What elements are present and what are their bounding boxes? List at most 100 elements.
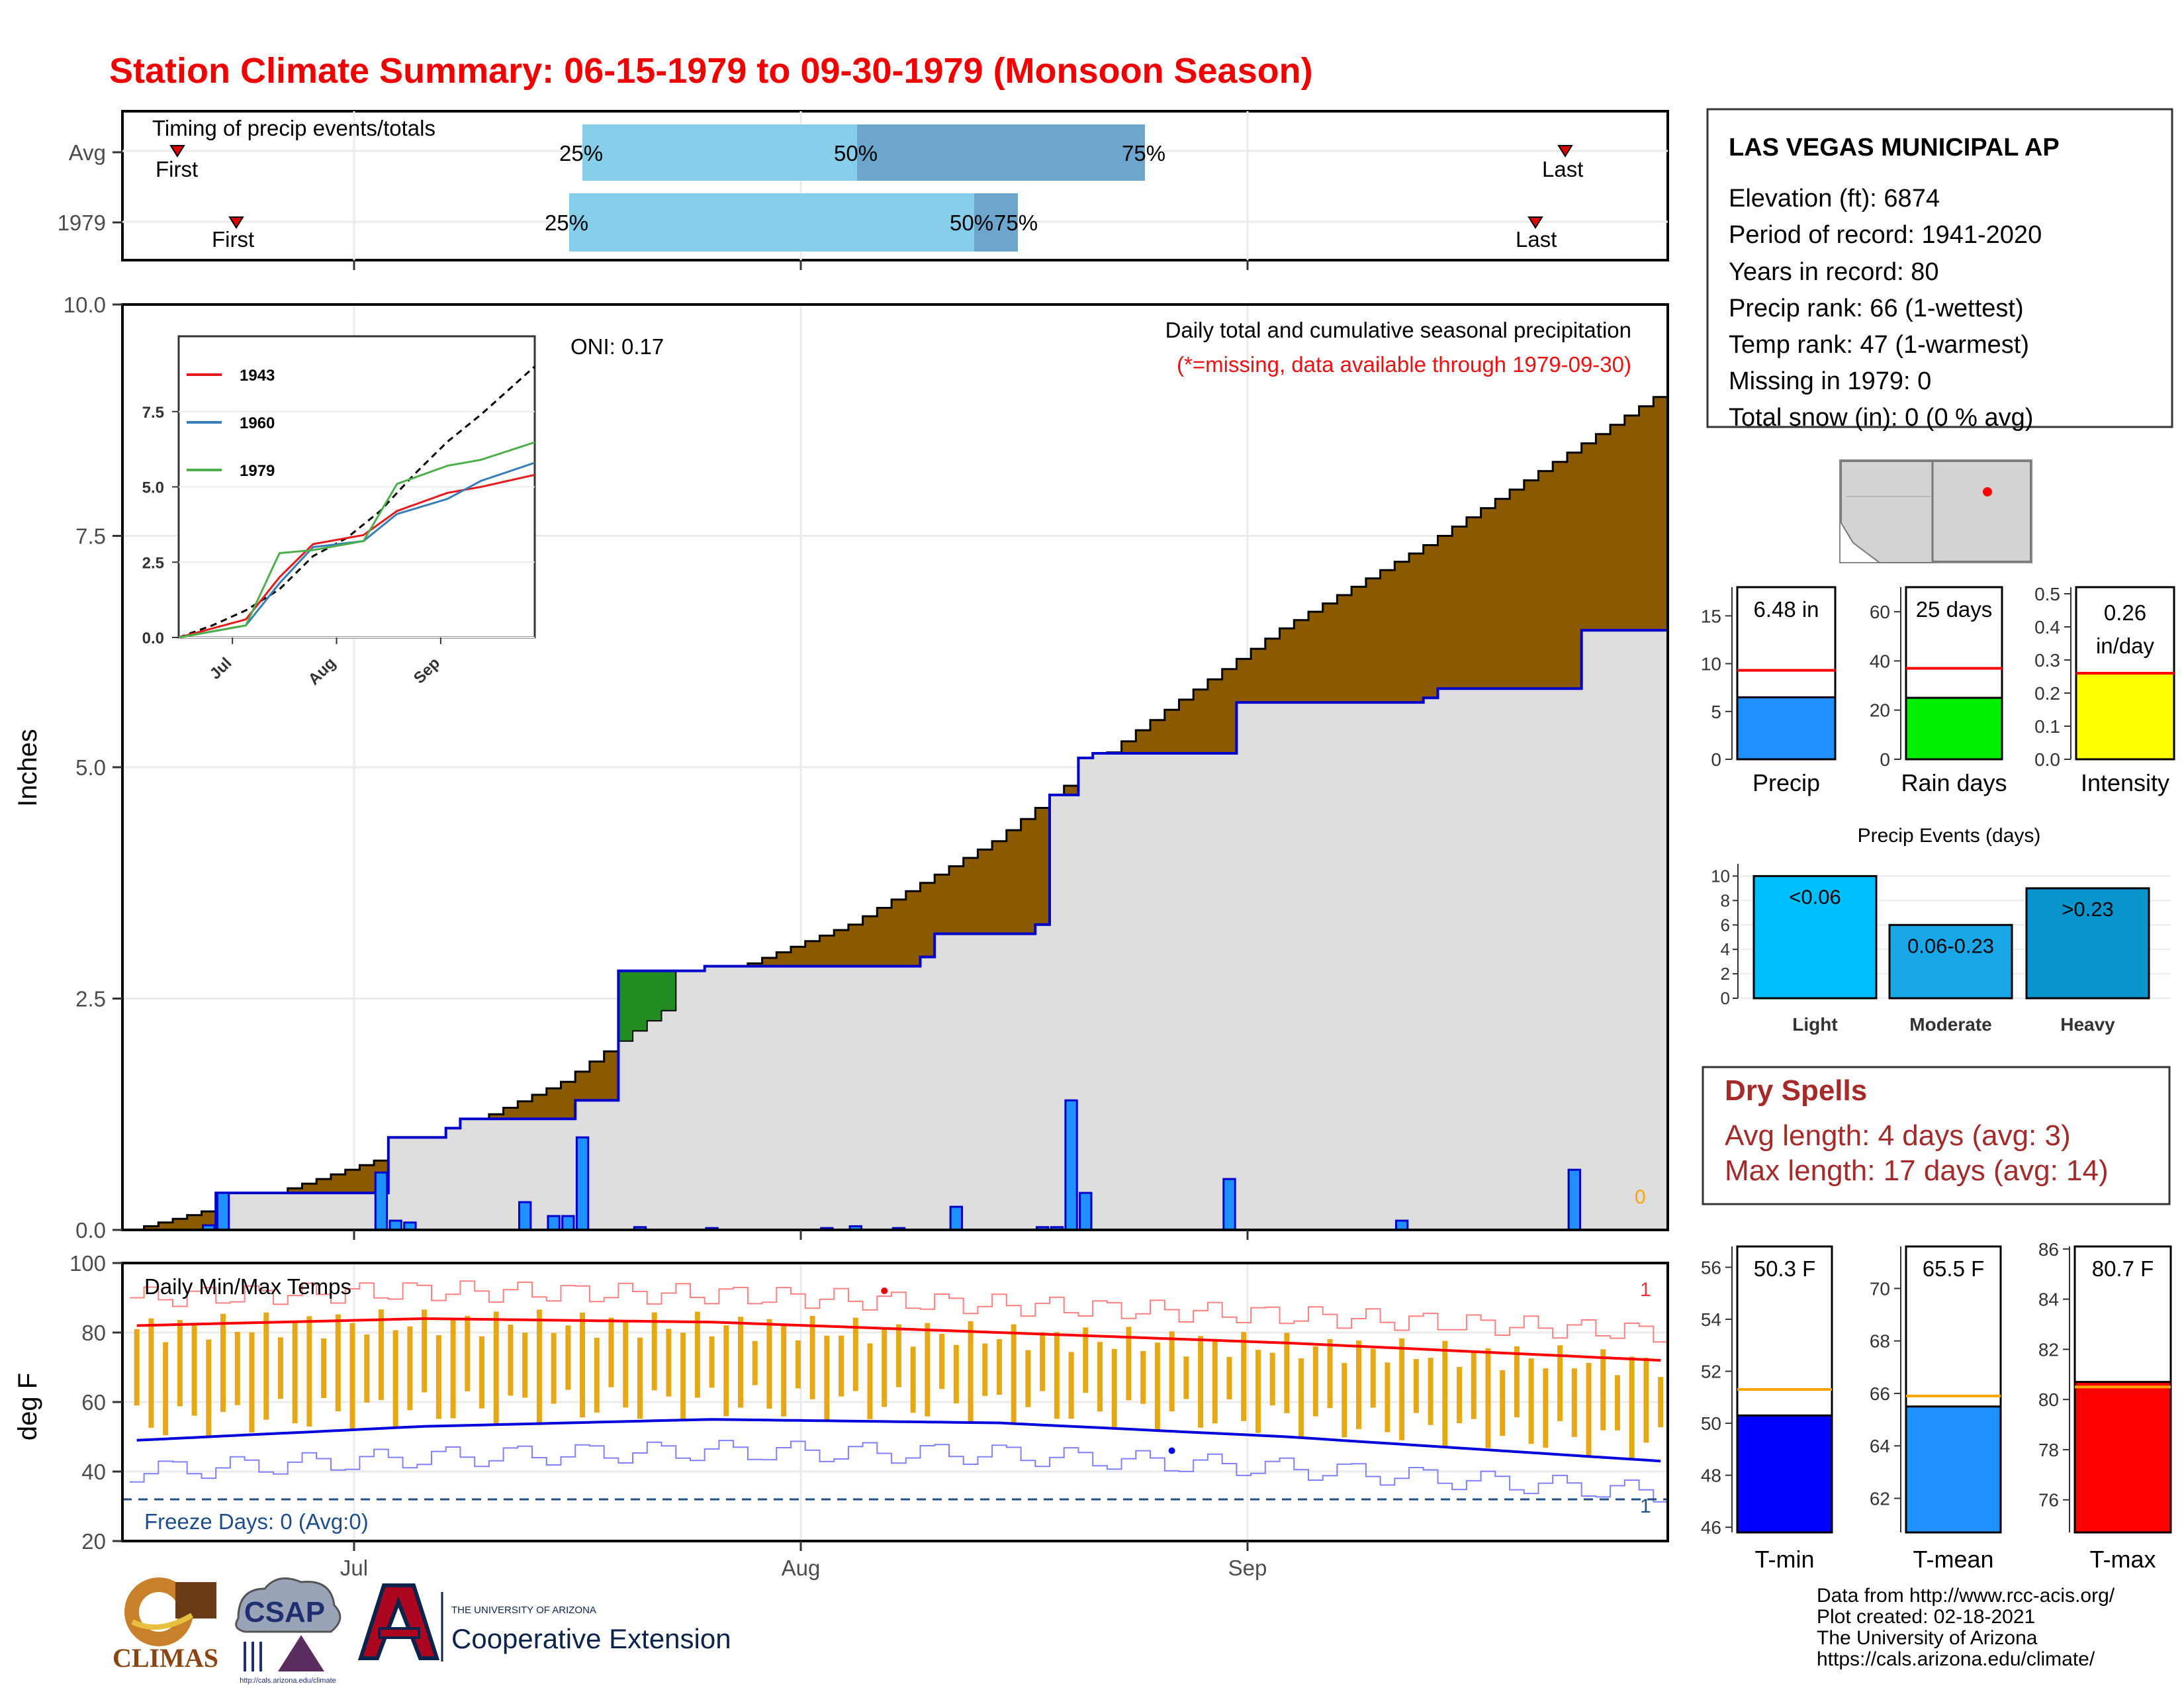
mini-bar-value (1736, 696, 1837, 761)
location-map (1839, 459, 2032, 563)
mini-bar-label: T-max (2089, 1546, 2156, 1573)
daily-temp-bar (263, 1312, 269, 1420)
mini-bar-1: 0 20 40 60 25 days Rain days (1870, 586, 2007, 796)
mini-bar-ytick-label: 50 (1701, 1413, 1721, 1434)
station-line-6: Total snow (in): 0 (0 % avg) (1729, 404, 2033, 432)
yr-q50-label: 50% (950, 211, 993, 235)
daily-precip-bar (1079, 1192, 1093, 1231)
daily-temp-bar (1126, 1327, 1132, 1401)
daily-temp-bar (1255, 1350, 1261, 1433)
daily-temp-bar (220, 1313, 226, 1412)
daily-temp-bar (234, 1332, 240, 1405)
precip-ytick-label: 5.0 (75, 755, 106, 780)
mini-bar-ytick-label: 84 (2038, 1289, 2059, 1310)
mini-bar-value-text: 50.3 F (1754, 1256, 1816, 1281)
mini-bar-ytick-label: 0.1 (2034, 716, 2060, 737)
inset-legend-label: 1960 (240, 414, 275, 432)
daily-temp-bar (709, 1336, 715, 1388)
mini-bar-ytick-label: 56 (1701, 1257, 1721, 1278)
mini-bar-2: 0.0 0.1 0.2 0.3 0.4 0.5 0.26 in/day Intensity (2034, 584, 2175, 796)
events-ytick-label: 0 (1721, 988, 1730, 1008)
daily-temp-bar (1614, 1375, 1620, 1430)
yr-iqr-upper (974, 193, 1018, 252)
record-low-count: 1 (1640, 1495, 1651, 1517)
climas-wordmark: CLIMAS (113, 1643, 218, 1673)
avg-iqr-upper (857, 124, 1145, 181)
event-bar-label: Heavy (2060, 1014, 2115, 1035)
dry-spells-line-0: Avg length: 4 days (avg: 3) (1725, 1119, 2071, 1152)
oni-label: ONI: 0.17 (570, 334, 664, 359)
temp-label: Daily Min/Max Temps (144, 1274, 351, 1299)
daily-temp-bar (1140, 1350, 1146, 1404)
daily-temp-bar (364, 1334, 370, 1403)
mini-bar-ytick-label: 68 (1870, 1331, 1890, 1352)
daily-temp-bar (852, 1317, 858, 1391)
daily-temp-bar (1097, 1342, 1103, 1412)
record-high-line (129, 1280, 1668, 1343)
temp-xtick-label: Jul (340, 1556, 368, 1580)
station-line-3: Precip rank: 66 (1-wettest) (1729, 295, 2024, 322)
precip-ytick-label: 10.0 (64, 293, 106, 317)
temp-ytick-label: 40 (81, 1460, 106, 1484)
daily-temp-bar (982, 1343, 988, 1396)
mini-bar-value (2073, 1381, 2172, 1534)
daily-temp-bar (953, 1344, 959, 1404)
event-bar-range: >0.23 (2062, 898, 2113, 921)
daily-temp-bar (1413, 1359, 1419, 1413)
daily-temp-bar (1025, 1350, 1031, 1407)
daily-temp-bar (163, 1342, 169, 1436)
daily-precip-bar (561, 1215, 575, 1231)
avg-first-label: First (156, 157, 198, 181)
station-line-2: Years in record: 80 (1729, 258, 1939, 286)
daily-temp-bar (1399, 1338, 1405, 1440)
footer-line-1: Plot created: 02-18-2021 (1817, 1606, 2035, 1628)
inset-series-1979 (178, 441, 535, 639)
mini-bar-ytick-label: 78 (2038, 1440, 2059, 1460)
daily-precip-bar (575, 1136, 590, 1231)
daily-temp-bar (1040, 1332, 1046, 1391)
daily-temp-bar (1385, 1362, 1390, 1432)
events-ytick-label: 8 (1721, 890, 1730, 910)
daily-temp-bar (795, 1340, 801, 1389)
daily-temp-bar (1342, 1363, 1347, 1438)
mini-bar-ytick-label: 0.4 (2034, 617, 2060, 637)
daily-temp-bar (1471, 1351, 1477, 1419)
daily-temp-bar (910, 1346, 916, 1413)
events-ytick-label: 6 (1721, 915, 1730, 935)
mini-bar-value-text: 65.5 F (1923, 1256, 1985, 1281)
daily-temp-bar (522, 1333, 528, 1398)
daily-precip-bar (216, 1192, 230, 1231)
csap-url: http://cals.arizona.edu/climate (240, 1677, 336, 1685)
mini-bar-ytick-label: 5 (1711, 702, 1721, 722)
ua-small-text: THE UNIVERSITY OF ARIZONA (451, 1605, 596, 1616)
mini-bar-10: 46 48 50 52 54 56 50.3 F T-min (1701, 1245, 1833, 1573)
avg-tmin-line (136, 1418, 1661, 1463)
timing-row-1979: 1979 (58, 211, 106, 235)
station-line-0: Elevation (ft): 6874 (1729, 185, 1940, 212)
mini-bar-ytick-label: 54 (1701, 1309, 1721, 1330)
yr-first-marker (228, 216, 244, 229)
station-location-dot (1983, 487, 1992, 496)
daily-temp-bar (723, 1325, 729, 1417)
daily-temp-bar (608, 1317, 614, 1387)
daily-temp-bar (738, 1317, 743, 1408)
daily-temp-bar (450, 1317, 456, 1419)
daily-temp-bar (1629, 1356, 1635, 1459)
mini-bar-label: T-mean (1913, 1546, 1993, 1573)
inset-ytick-label: 2.5 (142, 554, 164, 572)
daily-temp-bar (895, 1324, 901, 1387)
precip-ylabel: Inches (13, 729, 42, 807)
mini-bar-12: 76 78 80 82 84 86 80.7 F T-max (2038, 1239, 2172, 1573)
footer-line-3: https://cals.arizona.edu/climate/ (1817, 1648, 2095, 1670)
mini-bar-ytick-label: 0 (1880, 749, 1890, 770)
yr-q75-label: 75% (994, 211, 1038, 235)
mini-bar-ytick-label: 15 (1701, 606, 1721, 626)
yr-iqr-lower (569, 193, 974, 252)
daily-temp-bar (1312, 1346, 1318, 1417)
daily-temp-bar (1457, 1366, 1463, 1423)
daily-temp-bar (839, 1335, 844, 1397)
timing-label: Timing of precip events/totals (152, 116, 435, 140)
daily-temp-bar (1557, 1345, 1563, 1421)
mini-bar-value-text: 6.48 in (1753, 597, 1819, 622)
daily-temp-bar (277, 1337, 283, 1399)
